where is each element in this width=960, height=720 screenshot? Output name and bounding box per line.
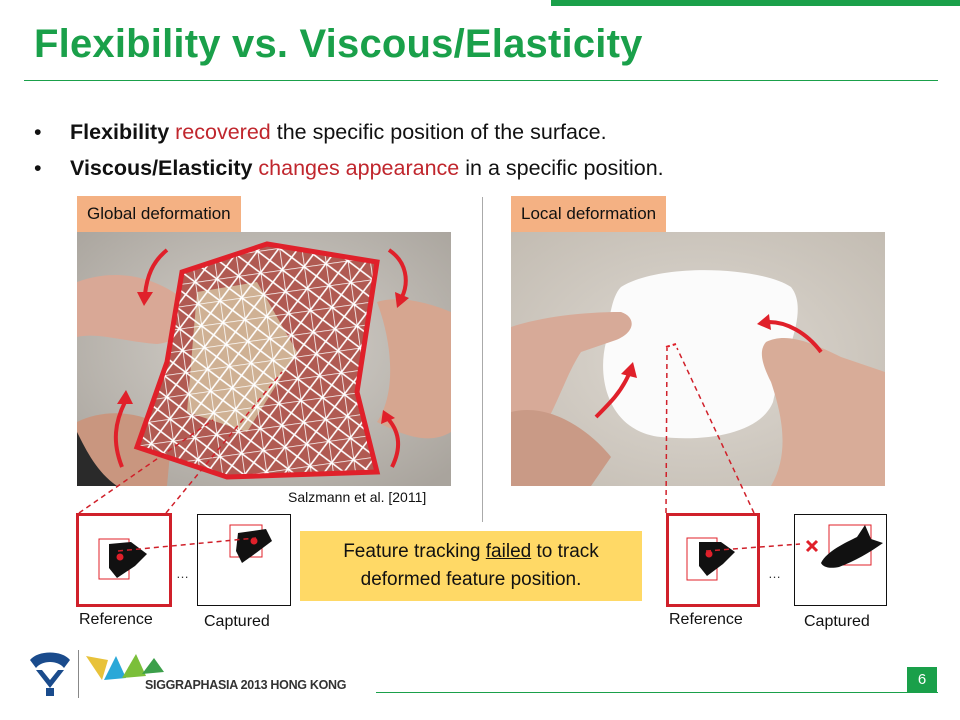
bullet-item: • Viscous/Elasticity changes appearance … — [34, 150, 934, 186]
university-logo-icon — [30, 652, 70, 696]
zoom-line-right-1 — [665, 347, 668, 514]
zoom-line-left-1 — [78, 419, 214, 514]
page-number: 6 — [907, 667, 937, 693]
bullet-bold-term: Viscous/Elasticity — [70, 156, 253, 180]
bullet-text: the specific position of the surface. — [270, 120, 607, 144]
bullet-highlight: changes appearance — [252, 156, 460, 180]
callout-underlined-word: failed — [485, 541, 532, 562]
conference-name: SIGGRAPHASIA 2013 HONG KONG — [145, 678, 347, 692]
reference-label-left: Reference — [79, 611, 153, 628]
local-deformation-tag: Local deformation — [511, 196, 667, 232]
track-line-right — [705, 543, 801, 552]
local-deformation-photo — [511, 232, 885, 486]
captured-box-right — [794, 514, 887, 606]
bullet-item: • Flexibility recovered the specific pos… — [34, 114, 934, 150]
footer-divider — [376, 692, 938, 693]
zoom-line-right-2 — [676, 347, 755, 514]
captured-feature-right — [805, 524, 883, 568]
callout-text: to track — [531, 541, 599, 562]
callout-line-1: Feature tracking failed to track — [300, 538, 642, 566]
track-line-left — [117, 537, 257, 552]
title-divider — [24, 80, 938, 81]
global-deformation-photo — [77, 232, 451, 486]
callout-text: Feature tracking — [343, 541, 486, 562]
global-deformation-tag: Global deformation — [77, 196, 241, 232]
captured-label-left: Captured — [204, 613, 270, 630]
zoom-line-left-2 — [165, 371, 283, 514]
citation: Salzmann et al. [2011] — [288, 489, 427, 505]
callout-line-2: deformed feature position. — [360, 569, 582, 590]
tracking-failure-callout: Feature tracking failed to track deforme… — [300, 531, 642, 601]
captured-feature-left — [229, 524, 272, 563]
slide-title: Flexibility vs. Viscous/Elasticity — [34, 22, 643, 66]
ellipsis-left: … — [176, 566, 189, 581]
panel-divider — [482, 197, 483, 522]
ellipsis-right: … — [768, 566, 781, 581]
logo-divider — [78, 650, 79, 698]
bullet-dot: • — [34, 120, 42, 144]
reference-box-left — [76, 513, 172, 607]
captured-label-right: Captured — [804, 613, 870, 630]
reference-label-right: Reference — [669, 611, 743, 628]
bullet-text: in a specific position. — [459, 156, 664, 180]
captured-box-left — [197, 514, 291, 606]
bullet-highlight: recovered — [169, 120, 271, 144]
bullet-dot: • — [34, 156, 42, 180]
bullet-bold-term: Flexibility — [70, 120, 170, 144]
bullet-list: • Flexibility recovered the specific pos… — [34, 114, 934, 186]
top-accent-bar — [551, 0, 960, 6]
siggraph-logo-icon — [86, 654, 164, 680]
reference-box-right — [666, 513, 760, 607]
